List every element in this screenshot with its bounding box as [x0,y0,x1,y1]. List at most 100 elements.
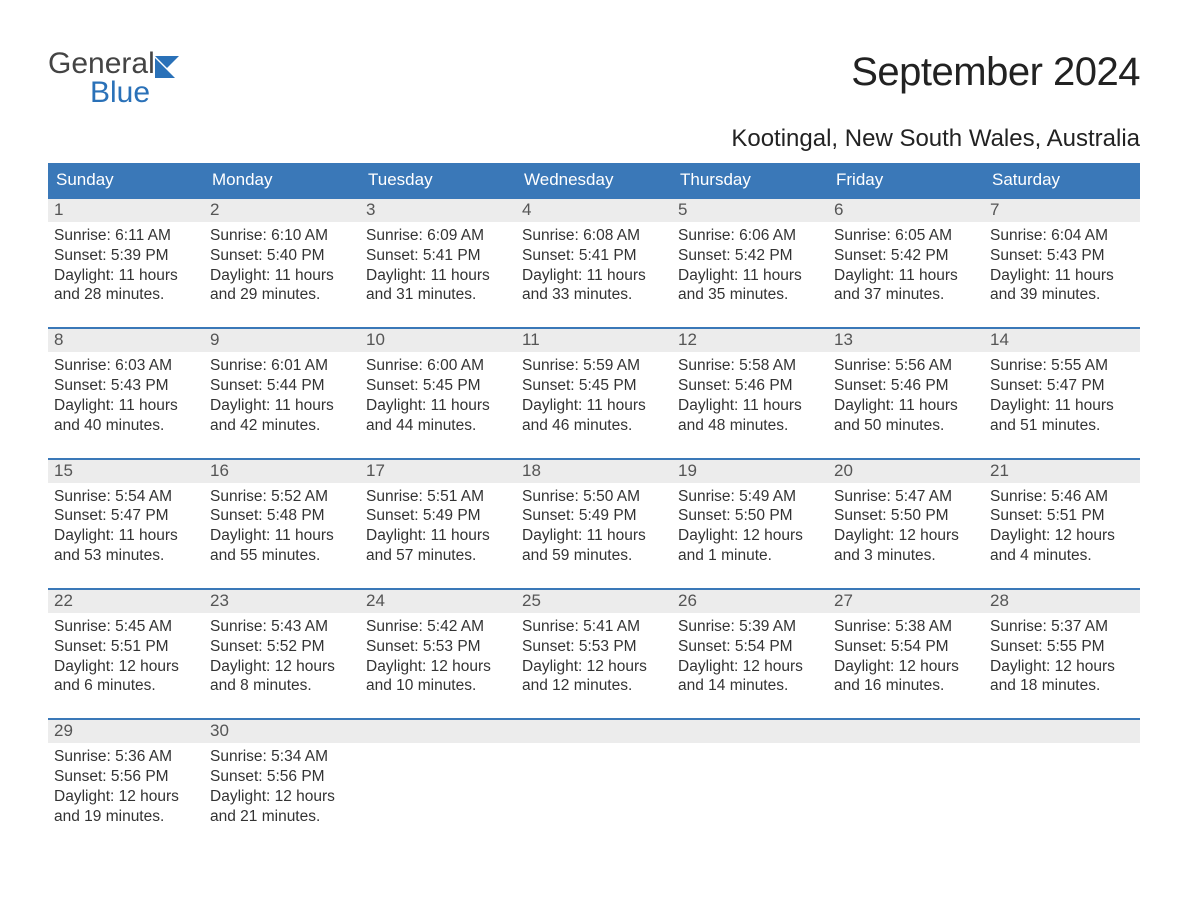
calendar-cell: 23Sunrise: 5:43 AMSunset: 5:52 PMDayligh… [204,588,360,718]
day-details: Sunrise: 5:41 AMSunset: 5:53 PMDaylight:… [516,613,672,696]
day-number: 9 [204,329,360,352]
logo-word-blue: Blue [48,79,155,108]
day-details: Sunrise: 5:56 AMSunset: 5:46 PMDaylight:… [828,352,984,435]
day-number: 17 [360,460,516,483]
daylight-line1: Daylight: 11 hours [210,526,354,546]
day-number: 30 [204,720,360,743]
sunrise-line: Sunrise: 5:39 AM [678,617,822,637]
calendar-cell: 10Sunrise: 6:00 AMSunset: 5:45 PMDayligh… [360,327,516,457]
daylight-line2: and 35 minutes. [678,285,822,305]
daylight-line1: Daylight: 11 hours [54,526,198,546]
day-details: Sunrise: 5:39 AMSunset: 5:54 PMDaylight:… [672,613,828,696]
sunset-line: Sunset: 5:43 PM [54,376,198,396]
daylight-line1: Daylight: 11 hours [990,266,1134,286]
daylight-line1: Daylight: 11 hours [522,526,666,546]
calendar-cell: 12Sunrise: 5:58 AMSunset: 5:46 PMDayligh… [672,327,828,457]
sunrise-line: Sunrise: 5:41 AM [522,617,666,637]
daylight-line1: Daylight: 11 hours [678,266,822,286]
sunset-line: Sunset: 5:42 PM [834,246,978,266]
sunset-line: Sunset: 5:39 PM [54,246,198,266]
sunrise-line: Sunrise: 6:09 AM [366,226,510,246]
daylight-line1: Daylight: 12 hours [990,526,1134,546]
sunset-line: Sunset: 5:41 PM [366,246,510,266]
sunrise-line: Sunrise: 5:49 AM [678,487,822,507]
daylight-line2: and 16 minutes. [834,676,978,696]
daylight-line2: and 6 minutes. [54,676,198,696]
daylight-line2: and 55 minutes. [210,546,354,566]
sunset-line: Sunset: 5:49 PM [366,506,510,526]
sunset-line: Sunset: 5:41 PM [522,246,666,266]
sunrise-line: Sunrise: 5:43 AM [210,617,354,637]
day-number: 27 [828,590,984,613]
day-number: 19 [672,460,828,483]
day-number: 20 [828,460,984,483]
day-number: 11 [516,329,672,352]
sunset-line: Sunset: 5:56 PM [210,767,354,787]
sunset-line: Sunset: 5:48 PM [210,506,354,526]
daylight-line1: Daylight: 12 hours [678,526,822,546]
day-details: Sunrise: 5:43 AMSunset: 5:52 PMDaylight:… [204,613,360,696]
day-number: 5 [672,199,828,222]
daylight-line1: Daylight: 11 hours [522,396,666,416]
calendar-cell: 2Sunrise: 6:10 AMSunset: 5:40 PMDaylight… [204,197,360,327]
header: General Blue September 2024 [48,50,1140,107]
day-header-wednesday: Wednesday [516,163,672,197]
sunset-line: Sunset: 5:51 PM [990,506,1134,526]
day-number: 29 [48,720,204,743]
day-number: 7 [984,199,1140,222]
day-number: 22 [48,590,204,613]
calendar-cell: 4Sunrise: 6:08 AMSunset: 5:41 PMDaylight… [516,197,672,327]
sunrise-line: Sunrise: 5:45 AM [54,617,198,637]
daylight-line2: and 44 minutes. [366,416,510,436]
sunset-line: Sunset: 5:43 PM [990,246,1134,266]
day-number: 14 [984,329,1140,352]
daylight-line2: and 33 minutes. [522,285,666,305]
daylight-line2: and 53 minutes. [54,546,198,566]
day-details: Sunrise: 5:49 AMSunset: 5:50 PMDaylight:… [672,483,828,566]
daylight-line1: Daylight: 11 hours [366,266,510,286]
calendar-cell: 30Sunrise: 5:34 AMSunset: 5:56 PMDayligh… [204,718,360,848]
sunset-line: Sunset: 5:52 PM [210,637,354,657]
day-details: Sunrise: 6:04 AMSunset: 5:43 PMDaylight:… [984,222,1140,305]
sunset-line: Sunset: 5:47 PM [54,506,198,526]
daylight-line1: Daylight: 11 hours [678,396,822,416]
day-header-saturday: Saturday [984,163,1140,197]
day-details: Sunrise: 5:38 AMSunset: 5:54 PMDaylight:… [828,613,984,696]
daylight-line1: Daylight: 11 hours [990,396,1134,416]
calendar-cell: 16Sunrise: 5:52 AMSunset: 5:48 PMDayligh… [204,458,360,588]
daylight-line1: Daylight: 11 hours [522,266,666,286]
day-number: 24 [360,590,516,613]
calendar-grid: SundayMondayTuesdayWednesdayThursdayFrid… [48,163,1140,849]
day-number: 26 [672,590,828,613]
daylight-line1: Daylight: 12 hours [54,657,198,677]
daylight-line2: and 51 minutes. [990,416,1134,436]
daylight-line1: Daylight: 11 hours [210,266,354,286]
day-details: Sunrise: 5:51 AMSunset: 5:49 PMDaylight:… [360,483,516,566]
day-details: Sunrise: 6:05 AMSunset: 5:42 PMDaylight:… [828,222,984,305]
sunset-line: Sunset: 5:45 PM [522,376,666,396]
sunrise-line: Sunrise: 6:11 AM [54,226,198,246]
day-details: Sunrise: 5:46 AMSunset: 5:51 PMDaylight:… [984,483,1140,566]
calendar-cell: 24Sunrise: 5:42 AMSunset: 5:53 PMDayligh… [360,588,516,718]
sunrise-line: Sunrise: 6:08 AM [522,226,666,246]
daylight-line2: and 31 minutes. [366,285,510,305]
calendar-cell [360,718,516,848]
sunset-line: Sunset: 5:51 PM [54,637,198,657]
sunset-line: Sunset: 5:42 PM [678,246,822,266]
daylight-line1: Daylight: 12 hours [210,657,354,677]
calendar-cell: 11Sunrise: 5:59 AMSunset: 5:45 PMDayligh… [516,327,672,457]
day-header-monday: Monday [204,163,360,197]
day-number: 6 [828,199,984,222]
daylight-line1: Daylight: 12 hours [678,657,822,677]
daylight-line1: Daylight: 12 hours [210,787,354,807]
day-number: 21 [984,460,1140,483]
day-details: Sunrise: 6:01 AMSunset: 5:44 PMDaylight:… [204,352,360,435]
sunrise-line: Sunrise: 5:38 AM [834,617,978,637]
calendar-cell [672,718,828,848]
day-number [516,720,672,743]
sunrise-line: Sunrise: 6:04 AM [990,226,1134,246]
daylight-line2: and 50 minutes. [834,416,978,436]
day-number: 2 [204,199,360,222]
day-number: 16 [204,460,360,483]
day-details: Sunrise: 5:42 AMSunset: 5:53 PMDaylight:… [360,613,516,696]
